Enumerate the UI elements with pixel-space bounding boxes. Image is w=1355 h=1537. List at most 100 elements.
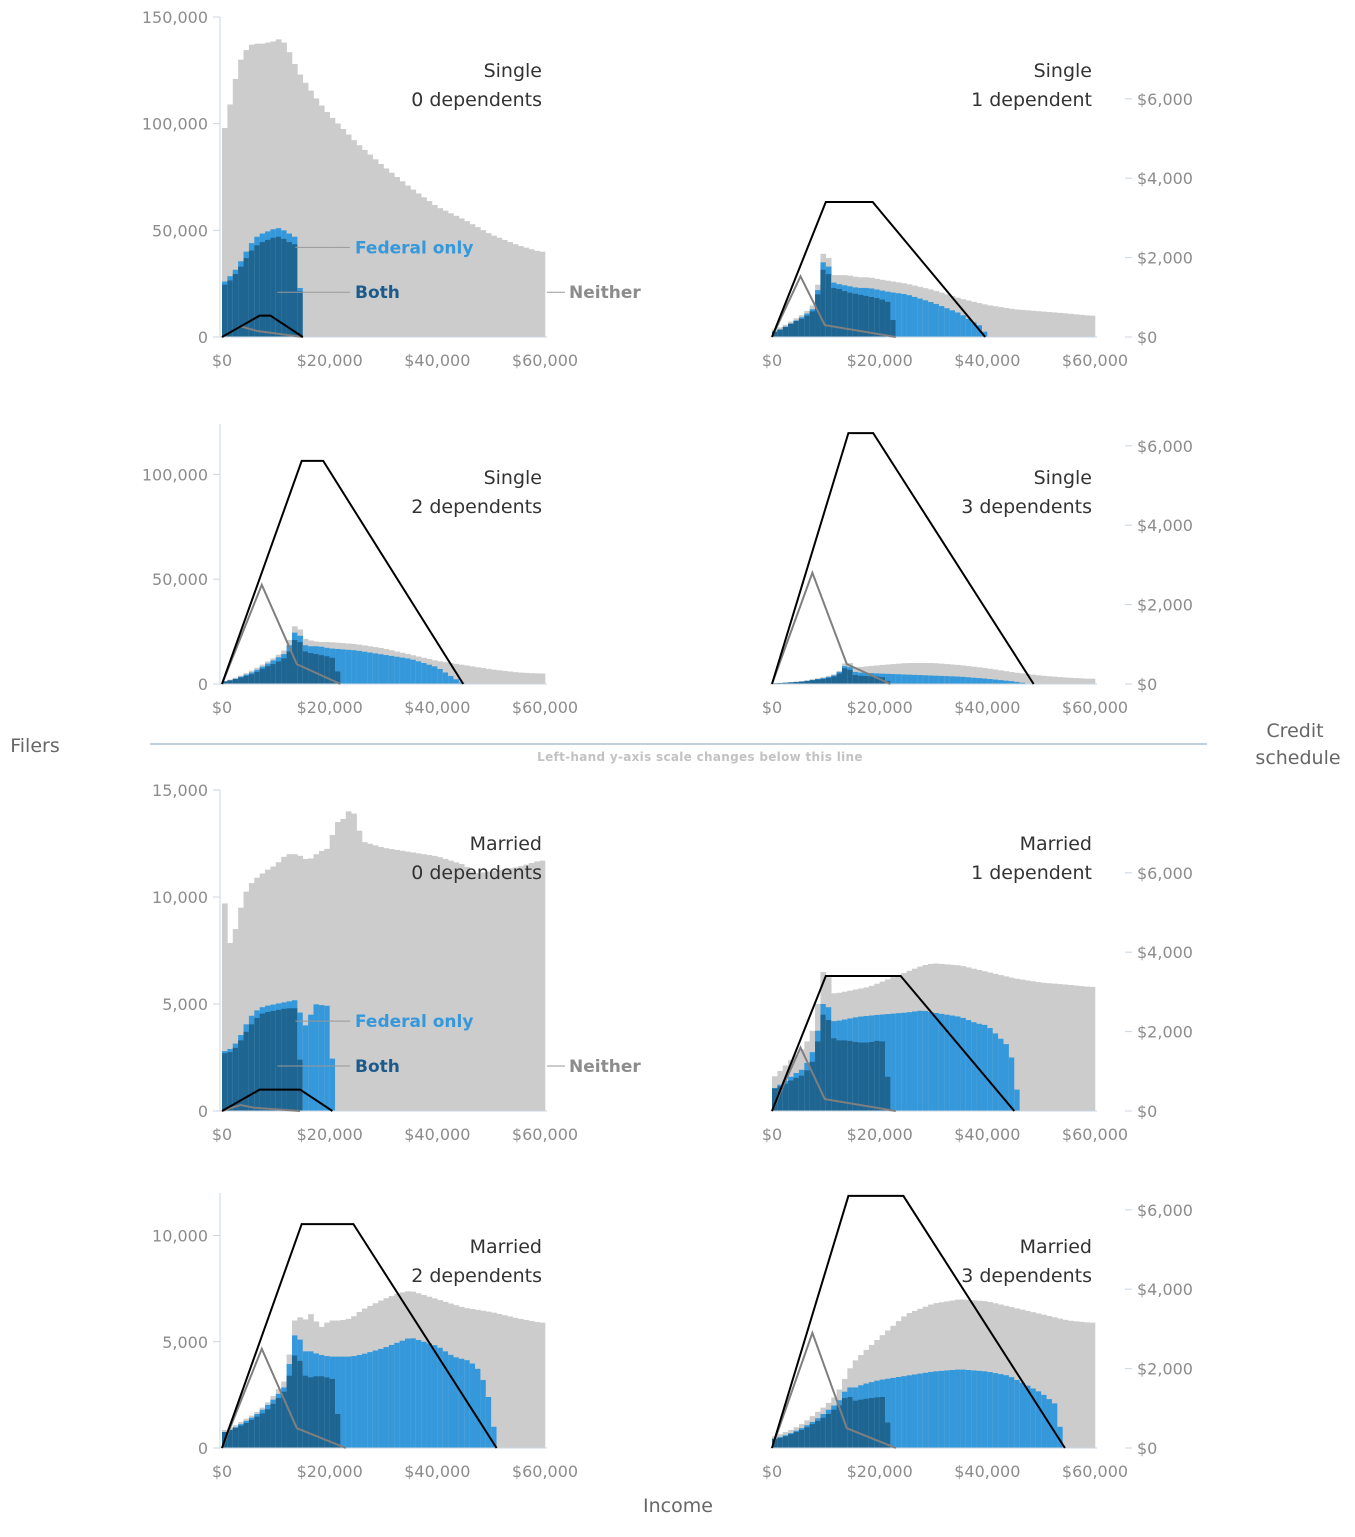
legend-federal-only: Federal only [355, 238, 473, 258]
bar-neither [1014, 309, 1020, 337]
bar-federal-only [351, 650, 357, 684]
bar-neither [960, 665, 967, 684]
bar-both [270, 1010, 277, 1111]
bar-neither [1057, 677, 1063, 684]
x-tick-label: $60,000 [512, 698, 578, 717]
bar-neither [1051, 983, 1058, 1111]
bar-federal-only [1057, 1426, 1063, 1448]
bar-neither [1030, 310, 1037, 337]
bar-both [286, 1008, 293, 1111]
x-tick-label: $60,000 [512, 351, 578, 370]
bar-federal-only [955, 312, 961, 337]
bar-both [793, 682, 800, 684]
panel-title-line: 3 dependents [961, 1265, 1092, 1287]
bar-federal-only [928, 302, 934, 337]
bar-both [820, 1417, 827, 1448]
bar-neither [345, 811, 352, 1111]
x-tick-label: $60,000 [1062, 1462, 1128, 1481]
bar-both [858, 1042, 864, 1111]
bar-neither [1003, 307, 1010, 337]
bar-neither [340, 129, 347, 337]
bar-both [836, 1405, 843, 1448]
state-schedule-line [771, 1329, 897, 1449]
bar-both [227, 1052, 234, 1111]
bar-federal-only [335, 1356, 341, 1448]
bar-neither [523, 864, 530, 1111]
bar-federal-only [410, 1338, 417, 1448]
bar-both [259, 668, 266, 684]
credit-schedule-line [221, 1088, 333, 1112]
bar-both [788, 1080, 794, 1111]
bar-both [248, 250, 255, 337]
x-tick-label: $40,000 [954, 698, 1020, 717]
bar-both [222, 1053, 228, 1111]
y-tick-label: 5,000 [162, 995, 208, 1014]
bar-neither [518, 866, 524, 1111]
bar-neither [410, 189, 417, 337]
bar-both [809, 311, 816, 337]
bar-neither [507, 671, 513, 684]
bar-federal-only [938, 1013, 945, 1111]
bar-federal-only [372, 1350, 379, 1448]
credit-tick-label: $6,000 [1137, 437, 1193, 456]
bar-neither [458, 664, 465, 684]
bar-federal-only [351, 1356, 357, 1448]
bar-neither [539, 251, 546, 337]
bar-neither [992, 306, 999, 337]
bar-federal-only [448, 1354, 454, 1448]
y-tick-label: 10,000 [152, 888, 208, 907]
y-tick-label: 10,000 [152, 1227, 208, 1246]
bar-both [798, 318, 805, 337]
x-tick-label: $0 [762, 351, 782, 370]
bar-both [879, 299, 886, 337]
bar-neither [507, 868, 513, 1111]
bar-neither [458, 218, 465, 337]
bar-neither [539, 673, 546, 684]
bar-neither [394, 849, 400, 1111]
bar-neither [512, 672, 519, 684]
bar-neither [1046, 312, 1053, 337]
bar-neither [1084, 1322, 1090, 1448]
bar-both [782, 1436, 789, 1448]
bar-neither [254, 877, 260, 1111]
x-tick-label: $40,000 [954, 351, 1020, 370]
bar-both [329, 1378, 336, 1448]
bar-federal-only [971, 1370, 977, 1448]
bar-both [227, 280, 234, 337]
scale-change-note: Left-hand y-axis scale changes below thi… [537, 750, 863, 764]
bar-neither [324, 848, 330, 1111]
bar-neither [496, 1313, 503, 1448]
right-axis-title-line-2: schedule [1255, 747, 1340, 769]
bar-federal-only [453, 679, 460, 684]
bar-federal-only [458, 1358, 465, 1448]
bar-federal-only [922, 675, 929, 684]
bar-neither [291, 854, 298, 1111]
x-tick-label: $60,000 [1062, 698, 1128, 717]
credit-tick-label: $6,000 [1137, 864, 1193, 883]
bar-federal-only [383, 1347, 390, 1448]
bar-neither [297, 855, 304, 1111]
panel-2: $0 $20,000 $40,000 $60,000 0 50,000 100,000 Sin… [142, 424, 578, 717]
bar-federal-only [944, 1014, 950, 1111]
panel-title-line: 2 dependents [411, 1265, 542, 1287]
bar-federal-only [885, 1378, 891, 1448]
bar-federal-only [938, 675, 945, 684]
bar-neither [1046, 676, 1053, 684]
bar-neither [496, 670, 503, 684]
bar-neither [222, 903, 228, 1111]
bar-both [291, 1008, 298, 1111]
state-schedule-line [771, 569, 891, 685]
credit-schedule-line [221, 1223, 498, 1449]
bar-federal-only [388, 1344, 395, 1448]
bar-federal-only [944, 1370, 950, 1448]
bar-both [222, 681, 228, 684]
credit-tick-label: $0 [1137, 675, 1157, 694]
bar-both [874, 298, 880, 337]
bar-federal-only [378, 1348, 384, 1448]
bar-federal-only [890, 674, 897, 684]
bar-neither [1019, 673, 1026, 684]
bar-neither [464, 221, 470, 337]
bar-federal-only [421, 1341, 427, 1448]
bar-both [836, 1040, 843, 1111]
bar-neither [1089, 986, 1096, 1111]
